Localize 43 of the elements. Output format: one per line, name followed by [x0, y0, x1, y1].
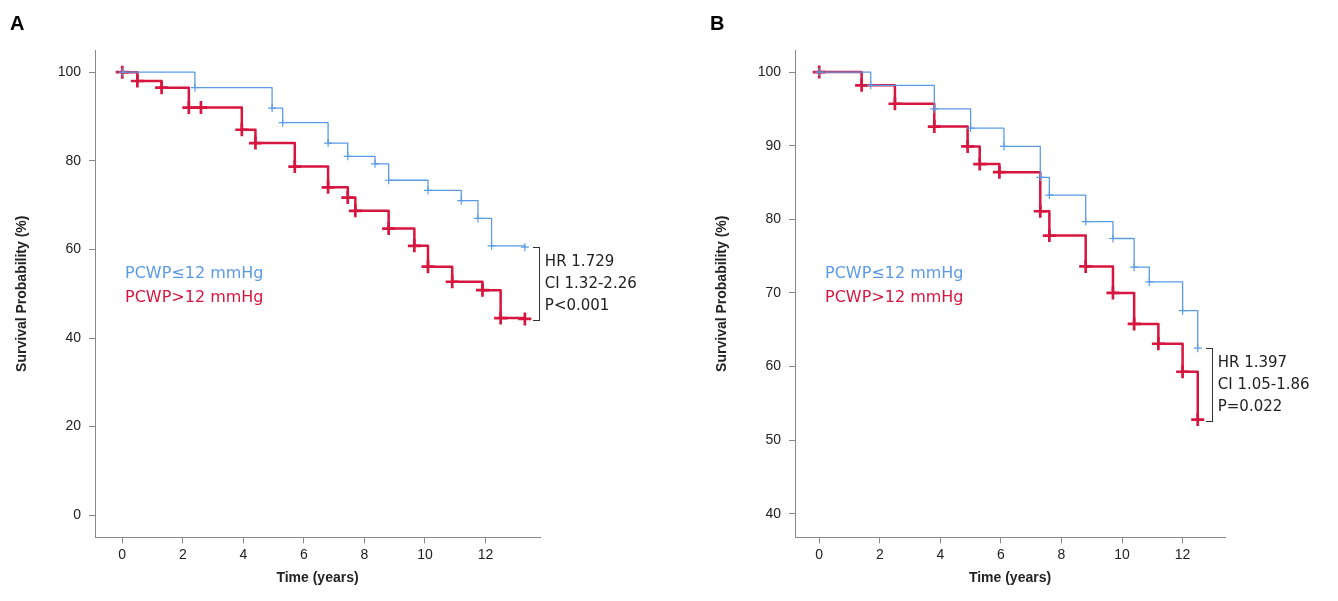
- x-tick-label: 0: [815, 545, 824, 562]
- text: PCWP≤12 mmHg: [125, 263, 264, 283]
- y-tick-label: 50: [765, 431, 782, 448]
- x-tick-label: 2: [178, 545, 187, 562]
- x-axis-title: Time (years): [276, 569, 359, 586]
- text: P<0.001: [544, 295, 611, 317]
- text: HR 1.729: [544, 251, 616, 273]
- annotation: CI 1.05-1.86: [1217, 373, 1310, 395]
- x-tick-label: 8: [1057, 545, 1066, 562]
- x-tick-label: 6: [299, 545, 308, 562]
- text: PCWP>12 mmHg: [825, 287, 964, 307]
- y-axis-title: Survival Probability (%): [713, 215, 730, 372]
- y-tick-label: 40: [765, 504, 782, 521]
- y-tick-label: 60: [765, 357, 782, 374]
- x-tick-label: 10: [417, 545, 433, 562]
- x-tick-label: 12: [1174, 545, 1191, 562]
- y-tick-label: 20: [65, 417, 82, 434]
- y-tick-label: 100: [757, 62, 782, 79]
- y-tick-label: 90: [765, 136, 782, 153]
- y-tick-label: 100: [57, 63, 82, 80]
- x-axis-title: Time (years): [968, 569, 1052, 586]
- annotation: HR 1.397: [1217, 351, 1289, 373]
- x-tick-label: 10: [1114, 545, 1131, 562]
- text: PCWP>12 mmHg: [125, 287, 264, 307]
- x-tick-label: 12: [477, 545, 494, 562]
- y-tick-label: 80: [765, 210, 782, 227]
- x-tick-label: 0: [118, 545, 127, 562]
- chart-title: B: [710, 11, 725, 34]
- y-tick-label: 60: [65, 240, 82, 257]
- x-tick-label: 6: [997, 545, 1006, 562]
- chart-title: A: [10, 11, 25, 34]
- x-tick-label: 8: [360, 545, 369, 562]
- y-axis-title: Survival Probability (%): [13, 215, 30, 372]
- x-tick-label: 2: [875, 545, 884, 562]
- y-tick-label: 80: [65, 151, 82, 168]
- text: PCWP≤12 mmHg: [825, 263, 964, 283]
- text: CI 1.32-2.26: [544, 273, 637, 295]
- y-tick-label: 70: [765, 283, 782, 300]
- annotation: P=0.022: [1217, 395, 1284, 417]
- x-tick-label: 4: [936, 545, 945, 562]
- y-tick-label: 40: [65, 328, 82, 345]
- x-tick-label: 4: [239, 545, 248, 562]
- y-tick-label: 0: [73, 506, 82, 523]
